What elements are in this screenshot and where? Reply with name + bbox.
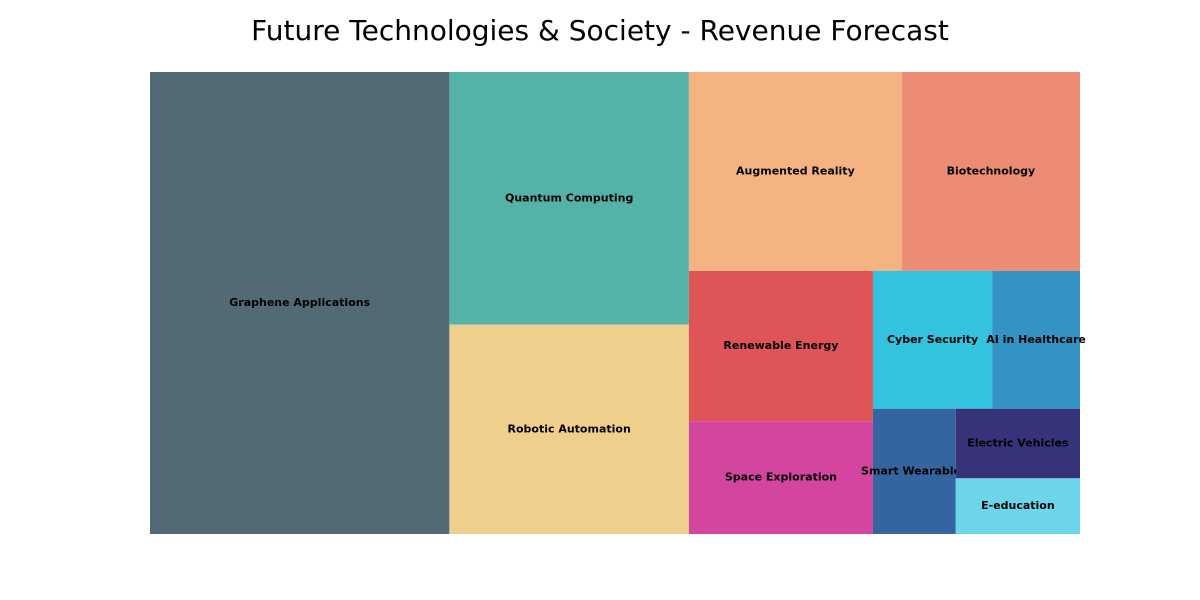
tile-renewable-energy: Renewable Energy bbox=[688, 270, 873, 422]
tile-smart-wearables: Smart Wearables bbox=[861, 408, 968, 534]
tile-label-smart-wearables: Smart Wearables bbox=[861, 464, 968, 477]
tile-label-biotechnology: Biotechnology bbox=[947, 164, 1036, 177]
tile-rect-quantum-computing bbox=[449, 72, 689, 325]
tile-electric-vehicles: Electric Vehicles bbox=[955, 408, 1080, 479]
tile-label-robotic-automation: Robotic Automation bbox=[507, 422, 630, 435]
tile-label-augmented-reality: Augmented Reality bbox=[736, 164, 855, 177]
tile-label-ai-in-healthcare: AI in Healthcare bbox=[986, 333, 1086, 346]
tile-rect-graphene-applications bbox=[150, 72, 450, 534]
tile-rect-ai-in-healthcare bbox=[992, 270, 1080, 409]
tile-ai-in-healthcare: AI in Healthcare bbox=[986, 270, 1086, 409]
tile-rect-robotic-automation bbox=[449, 324, 689, 534]
tile-rect-augmented-reality bbox=[688, 72, 902, 271]
tile-cyber-security: Cyber Security bbox=[872, 270, 993, 409]
tile-label-electric-vehicles: Electric Vehicles bbox=[967, 437, 1069, 450]
tile-quantum-computing: Quantum Computing bbox=[449, 72, 689, 325]
tile-rect-space-exploration bbox=[688, 421, 873, 534]
tile-label-cyber-security: Cyber Security bbox=[887, 333, 978, 346]
tile-augmented-reality: Augmented Reality bbox=[688, 72, 902, 271]
tile-rect-biotechnology bbox=[901, 72, 1080, 271]
tile-e-education: E-education bbox=[955, 478, 1080, 534]
tile-label-e-education: E-education bbox=[981, 499, 1055, 512]
tile-space-exploration: Space Exploration bbox=[688, 421, 873, 534]
tile-rect-renewable-energy bbox=[688, 270, 873, 422]
tile-rect-e-education bbox=[955, 478, 1080, 534]
tile-label-graphene-applications: Graphene Applications bbox=[229, 296, 370, 309]
tile-label-space-exploration: Space Exploration bbox=[725, 471, 837, 484]
tile-rect-cyber-security bbox=[872, 270, 993, 409]
tile-graphene-applications: Graphene Applications bbox=[150, 72, 450, 534]
tile-robotic-automation: Robotic Automation bbox=[449, 324, 689, 534]
tile-label-quantum-computing: Quantum Computing bbox=[505, 191, 633, 204]
chart-title: Future Technologies & Society - Revenue … bbox=[251, 14, 949, 47]
tile-label-renewable-energy: Renewable Energy bbox=[723, 339, 838, 352]
tile-biotechnology: Biotechnology bbox=[901, 72, 1080, 271]
tile-rect-electric-vehicles bbox=[955, 408, 1080, 479]
tile-rect-smart-wearables bbox=[872, 408, 956, 534]
